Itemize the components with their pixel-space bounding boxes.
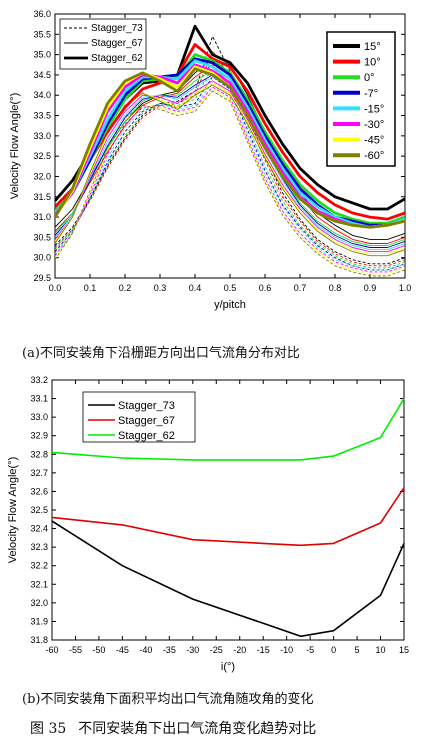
y-tick-label: 32.2 (30, 561, 48, 571)
y-tick-label: 32.0 (33, 171, 51, 181)
legend-label: Stagger_62 (118, 430, 175, 442)
y-tick-label: 32.7 (30, 468, 48, 478)
x-tick-label: 5 (355, 645, 360, 655)
y-tick-label: 32.1 (30, 579, 48, 589)
y-tick-label: 34.5 (33, 70, 51, 80)
y-tick-label: 32.5 (30, 505, 48, 515)
x-axis-label: i(°) (221, 661, 235, 673)
x-tick-label: 0.5 (224, 283, 237, 293)
y-tick-label: 33.2 (30, 375, 48, 385)
y-tick-label: 32.4 (30, 524, 48, 534)
y-tick-label: 32.0 (30, 598, 48, 608)
legend-label: -30° (364, 119, 384, 131)
legend-label: -60° (364, 150, 384, 162)
y-tick-label: 29.5 (33, 273, 51, 283)
legend-label: Stagger_67 (91, 38, 143, 49)
x-tick-label: 0.2 (119, 283, 132, 293)
y-tick-label: 35.5 (33, 29, 51, 39)
caption-b: (b)不同安装角下面积平均出口气流角随攻角的变化 (22, 688, 424, 707)
legend-label: Stagger_62 (91, 53, 143, 64)
x-tick-label: -60 (45, 645, 58, 655)
caption-a: (a)不同安装角下沿栅距方向出口气流角分布对比 (22, 342, 424, 361)
y-tick-label: 32.6 (30, 486, 48, 496)
legend-label: -15° (364, 103, 384, 115)
x-tick-label: 0.3 (154, 283, 167, 293)
legend-angle: 15° 10° 0° -7° -15° -30° -45° -60° (327, 32, 395, 166)
y-tick-label: 31.0 (33, 212, 51, 222)
x-tick-label: -45 (116, 645, 129, 655)
y-tick-label: 30.0 (33, 253, 51, 263)
legend-label: 15° (364, 41, 381, 53)
y-tick-label: 33.0 (33, 131, 51, 141)
y-tick-label: 32.3 (30, 542, 48, 552)
x-tick-label: 0 (331, 645, 336, 655)
series-line (52, 488, 404, 546)
legend-label: Stagger_67 (118, 415, 175, 427)
x-tick-label: -10 (280, 645, 293, 655)
legend-label: Stagger_73 (118, 400, 175, 412)
x-tick-label: 0.7 (294, 283, 307, 293)
x-tick-label: -5 (306, 645, 314, 655)
legend-box (327, 32, 395, 166)
y-tick-label: 36.0 (33, 9, 51, 19)
x-tick-label: -20 (233, 645, 246, 655)
x-tick-label: -35 (163, 645, 176, 655)
legend-label: 10° (364, 57, 381, 69)
y-tick-label: 31.5 (33, 192, 51, 202)
legend-label: -45° (364, 135, 384, 147)
legend: Stagger_73 Stagger_67 Stagger_62 (83, 392, 195, 442)
y-axis-label: Velocity Flow Angle(°) (7, 457, 19, 564)
y-tick-label: 33.0 (30, 412, 48, 422)
y-tick-label: 32.8 (30, 449, 48, 459)
x-tick-label: -30 (186, 645, 199, 655)
y-tick-label: 32.9 (30, 431, 48, 441)
y-tick-label: 32.5 (33, 151, 51, 161)
figure-number: 图 35 (30, 721, 66, 737)
x-tick-label: -25 (210, 645, 223, 655)
series-line (52, 521, 404, 636)
x-tick-label: 15 (399, 645, 409, 655)
x-tick-label: 1.0 (399, 283, 412, 293)
legend-stagger: Stagger_73 Stagger_67 Stagger_62 (60, 19, 146, 69)
x-tick-label: 10 (376, 645, 386, 655)
x-tick-label: 0.4 (189, 283, 202, 293)
x-tick-label: -50 (92, 645, 105, 655)
x-axis-label: y/pitch (214, 299, 246, 311)
legend-label: -7° (364, 88, 378, 100)
chart-a: 0.0 0.1 0.2 0.3 0.4 0.5 0.6 0.7 0.8 0.9 1.0 29.5 30.… (9, 9, 411, 311)
legend-label: Stagger_73 (91, 23, 143, 34)
y-tick-label: 31.8 (30, 635, 48, 645)
figure-title: 不同安装角下出口气流角变化趋势对比 (78, 721, 316, 737)
x-tick-label: 0.8 (329, 283, 342, 293)
chart-b: -60 -55 -50 -45 -40 -35 -30 -25 -20 -15 -10 -5 0 5 10 1… (7, 375, 409, 673)
y-tick-label: 33.5 (33, 111, 51, 121)
y-tick-label: 35.0 (33, 50, 51, 60)
x-tick-label: -15 (257, 645, 270, 655)
y-tick-label: 31.9 (30, 616, 48, 626)
figure-caption: 图 35 不同安装角下出口气流角变化趋势对比 (30, 718, 424, 738)
y-tick-label: 33.1 (30, 394, 48, 404)
y-tick-label: 34.0 (33, 90, 51, 100)
x-tick-label: 0.9 (364, 283, 377, 293)
x-tick-label: 0.1 (84, 283, 97, 293)
x-tick-label: 0.6 (259, 283, 272, 293)
y-tick-label: 30.5 (33, 232, 51, 242)
y-axis-label: Velocity Flow Angle(°) (9, 93, 21, 200)
x-tick-label: -55 (69, 645, 82, 655)
x-tick-label: 0.0 (49, 283, 62, 293)
x-tick-label: -40 (139, 645, 152, 655)
legend-label: 0° (364, 72, 375, 84)
